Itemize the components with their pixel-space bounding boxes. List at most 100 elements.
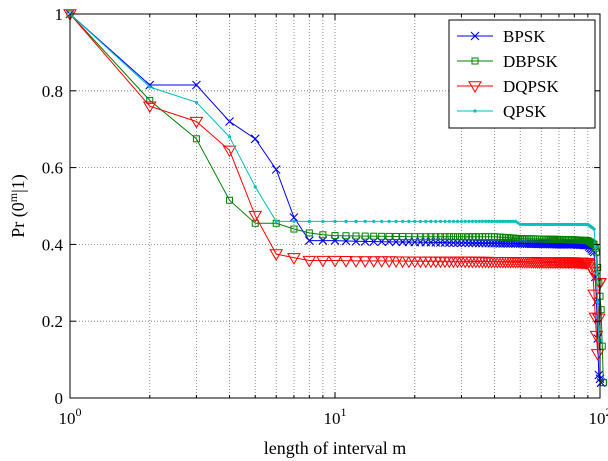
legend-label: QPSK <box>503 102 547 121</box>
data-point <box>287 253 301 265</box>
data-point <box>591 313 606 326</box>
data-point <box>319 231 327 239</box>
x-tick-label-base: 10 <box>59 409 76 428</box>
x-tick-label-base: 10 <box>324 409 341 428</box>
data-point <box>595 279 603 287</box>
data-point <box>387 219 391 223</box>
data-point <box>226 196 234 204</box>
data-point <box>253 185 257 189</box>
data-point <box>374 256 389 268</box>
legend-item-dqpsk: DQPSK <box>457 77 559 96</box>
data-point <box>250 134 260 144</box>
x-tick-label-exp: 0 <box>76 405 82 419</box>
data-point <box>401 219 405 223</box>
data-point <box>349 256 363 268</box>
data-point <box>248 210 263 223</box>
data-point <box>422 233 430 241</box>
data-point <box>590 349 605 361</box>
data-point <box>596 300 600 304</box>
data-point <box>446 256 461 269</box>
data-point <box>372 219 376 223</box>
data-point <box>146 96 154 104</box>
data-point <box>477 219 481 223</box>
x-tick-label-base: 10 <box>589 409 606 428</box>
data-point <box>454 233 462 241</box>
x-tick-label-exp: 1 <box>341 405 347 419</box>
data-point <box>418 219 422 223</box>
y-axis-label-sup: m <box>6 192 20 202</box>
data-point <box>464 238 474 248</box>
y-tick-label: 0.8 <box>42 82 63 101</box>
data-point <box>520 222 525 227</box>
data-point <box>227 135 232 139</box>
data-point <box>480 219 485 223</box>
data-point <box>459 219 464 223</box>
data-point <box>474 238 484 248</box>
data-point <box>385 232 393 240</box>
data-point <box>271 165 281 174</box>
data-point <box>366 256 381 268</box>
legend: BPSK DBPSK DQPSK QPSK <box>448 19 596 129</box>
data-point <box>333 219 337 223</box>
data-point <box>380 219 384 223</box>
data-point <box>445 233 453 241</box>
data-point <box>503 219 508 223</box>
data-point <box>307 219 311 223</box>
data-point <box>416 233 424 241</box>
data-point <box>436 233 444 241</box>
data-point <box>483 219 488 223</box>
data-point <box>451 219 456 223</box>
data-point <box>468 238 477 248</box>
data-point <box>378 232 386 240</box>
data-point <box>192 80 201 90</box>
data-point <box>455 219 460 223</box>
data-point <box>222 145 237 158</box>
data-point <box>394 219 398 223</box>
legend-label: DBPSK <box>503 52 559 71</box>
data-point <box>487 219 491 223</box>
data-point <box>457 233 465 241</box>
data-point <box>492 219 497 223</box>
x-tick-label-exp: 2 <box>606 405 608 419</box>
data-point <box>461 233 469 241</box>
x-tick-label: 102 <box>589 405 608 428</box>
data-point <box>586 238 594 246</box>
data-point <box>465 233 473 241</box>
data-point <box>478 238 487 248</box>
data-point <box>382 256 396 268</box>
data-point <box>269 249 284 261</box>
data-point <box>589 240 597 248</box>
data-point <box>589 330 604 343</box>
y-tick-label: 0 <box>55 389 64 408</box>
data-point <box>429 219 433 223</box>
series-dqpsk <box>63 9 607 361</box>
data-point <box>460 238 470 248</box>
data-point <box>509 219 513 223</box>
data-point <box>189 116 204 129</box>
data-point <box>305 229 313 237</box>
y-axis-label: Pr (0m|1) <box>6 174 29 237</box>
x-tick-label: 101 <box>324 405 347 428</box>
data-point <box>523 222 527 227</box>
data-point <box>370 232 378 240</box>
data-point <box>289 213 299 222</box>
data-point <box>142 101 157 114</box>
data-point <box>586 266 600 279</box>
legend-item-qpsk: QPSK <box>457 102 547 121</box>
x-axis-label: length of interval m <box>264 438 406 458</box>
data-point <box>63 9 77 21</box>
data-point <box>467 219 471 223</box>
data-point <box>516 221 520 225</box>
data-point <box>447 219 451 223</box>
y-tick-label: 1 <box>55 5 64 24</box>
data-point <box>251 219 259 227</box>
data-point <box>304 236 314 245</box>
data-point <box>148 85 152 89</box>
data-point <box>401 256 416 269</box>
data-point <box>490 219 494 223</box>
data-point <box>331 232 339 240</box>
data-point <box>443 219 447 223</box>
data-point <box>592 248 600 256</box>
data-point <box>594 262 599 266</box>
